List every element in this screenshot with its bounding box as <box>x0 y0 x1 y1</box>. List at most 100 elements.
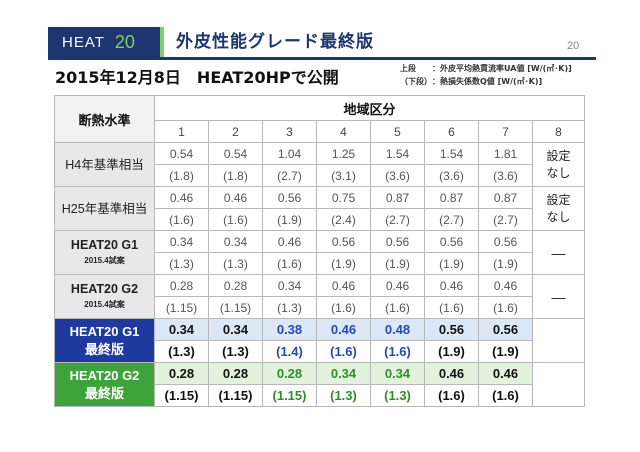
ua-cell: 0.56 <box>424 318 479 341</box>
insulation-grade-table: 断熱水準 地域区分 1 2 3 4 5 6 7 8 H4年基準相当 0.54 0… <box>54 95 585 407</box>
ua-cell: 0.34 <box>370 362 425 385</box>
ua-cell: 0.46 <box>424 274 479 297</box>
q-cell: (1.6) <box>424 296 479 319</box>
ua-cell: 1.54 <box>424 142 479 165</box>
row-label-text: HEAT20 G1 <box>70 237 139 252</box>
q-cell: (1.3) <box>316 384 371 407</box>
q-cell: (1.9) <box>316 252 371 275</box>
ua-cell: 0.48 <box>370 318 425 341</box>
q-cell: (1.3) <box>370 384 425 407</box>
q-cell: (1.9) <box>370 252 425 275</box>
row-label-text: H4年基準相当 <box>65 157 144 172</box>
ua-cell: 0.46 <box>208 186 263 209</box>
row-label-sub: 最終版 <box>84 341 124 357</box>
q-cell: (1.6) <box>478 296 533 319</box>
region8-text: 設定なし <box>546 148 571 180</box>
row-label-g1-draft: HEAT20 G1 2015.4試案 <box>54 230 155 275</box>
region-number: 3 <box>262 120 317 143</box>
legend-lower-key: （下段） <box>400 77 432 86</box>
header-rule <box>48 57 596 60</box>
q-cell: (1.15) <box>208 296 263 319</box>
region8-cell: ― <box>532 274 585 319</box>
ua-cell: 1.54 <box>370 142 425 165</box>
ua-cell: 0.46 <box>478 274 533 297</box>
row-label-text: HEAT20 G2 <box>69 367 140 383</box>
q-cell: (2.4) <box>316 208 371 231</box>
region-number: 1 <box>154 120 209 143</box>
q-cell: (3.6) <box>424 164 479 187</box>
q-cell: (1.6) <box>154 208 209 231</box>
ua-cell: 0.46 <box>262 230 317 253</box>
q-cell: (2.7) <box>424 208 479 231</box>
q-cell: (1.9) <box>478 340 533 363</box>
label-header: 断熱水準 <box>54 95 155 143</box>
q-cell: (1.9) <box>478 252 533 275</box>
row-label-sub: 最終版 <box>84 385 124 401</box>
q-cell: (3.1) <box>316 164 371 187</box>
ua-cell: 0.87 <box>370 186 425 209</box>
ua-cell: 0.87 <box>478 186 533 209</box>
q-cell: (1.6) <box>370 340 425 363</box>
region-number: 4 <box>316 120 371 143</box>
ua-cell: 0.56 <box>370 230 425 253</box>
page-title: 外皮性能グレード最終版 <box>176 32 374 52</box>
ua-cell: 0.87 <box>424 186 479 209</box>
row-label-g2-draft: HEAT20 G2 2015.4試案 <box>54 274 155 319</box>
row-label-h4: H4年基準相当 <box>54 142 155 187</box>
row-label-g1-final: HEAT20 G1 最終版 <box>54 318 155 363</box>
legend-lower-text: ：熱損失係数Q値 [W/(㎡･K)] <box>432 77 543 86</box>
q-cell: (2.7) <box>262 164 317 187</box>
q-cell: (3.6) <box>478 164 533 187</box>
q-cell: (1.6) <box>208 208 263 231</box>
q-cell: (1.15) <box>262 384 317 407</box>
q-cell: (1.8) <box>154 164 209 187</box>
q-cell: (1.8) <box>208 164 263 187</box>
q-cell: (1.3) <box>154 252 209 275</box>
q-cell: (1.6) <box>478 384 533 407</box>
q-cell: (1.3) <box>208 252 263 275</box>
region-number: 5 <box>370 120 425 143</box>
ua-cell: 0.34 <box>154 230 209 253</box>
ua-cell: 0.46 <box>154 186 209 209</box>
ua-cell: 0.46 <box>316 318 371 341</box>
region8-cell <box>532 362 585 407</box>
ua-cell: 0.28 <box>154 274 209 297</box>
ua-cell: 0.34 <box>154 318 209 341</box>
row-label-text: H25年基準相当 <box>61 201 148 216</box>
q-cell: (1.4) <box>262 340 317 363</box>
q-cell: (2.7) <box>478 208 533 231</box>
legend-upper-key: 上段 <box>400 64 416 73</box>
q-cell: (1.9) <box>424 340 479 363</box>
region-number: 2 <box>208 120 263 143</box>
region-number: 7 <box>478 120 533 143</box>
ua-cell: 0.56 <box>262 186 317 209</box>
ua-cell: 0.75 <box>316 186 371 209</box>
badge-number: 20 <box>114 31 135 52</box>
row-label-text: HEAT20 G1 <box>69 323 140 339</box>
q-cell: (2.7) <box>370 208 425 231</box>
region-number: 8 <box>532 120 585 143</box>
ua-cell: 0.46 <box>316 274 371 297</box>
q-cell: (1.15) <box>154 384 209 407</box>
region8-cell: ― <box>532 230 585 275</box>
ua-cell: 0.28 <box>208 274 263 297</box>
q-cell: (3.6) <box>370 164 425 187</box>
ua-cell: 1.25 <box>316 142 371 165</box>
ua-cell: 0.28 <box>262 362 317 385</box>
ua-cell: 0.28 <box>208 362 263 385</box>
ua-cell: 0.38 <box>262 318 317 341</box>
q-cell: (1.6) <box>370 296 425 319</box>
ua-cell: 0.54 <box>154 142 209 165</box>
q-cell: (1.6) <box>316 296 371 319</box>
q-cell: (1.15) <box>208 384 263 407</box>
region8-cell <box>532 318 585 363</box>
ua-cell: 0.34 <box>208 318 263 341</box>
region8-text: 設定なし <box>546 192 571 224</box>
ua-cell: 1.81 <box>478 142 533 165</box>
region8-cell: 設定なし <box>532 186 585 231</box>
ua-cell: 0.34 <box>208 230 263 253</box>
row-label-g2-final: HEAT20 G2 最終版 <box>54 362 155 407</box>
region-header: 地域区分 <box>154 95 585 121</box>
q-cell: (1.6) <box>424 384 479 407</box>
ua-cell: 0.56 <box>478 318 533 341</box>
